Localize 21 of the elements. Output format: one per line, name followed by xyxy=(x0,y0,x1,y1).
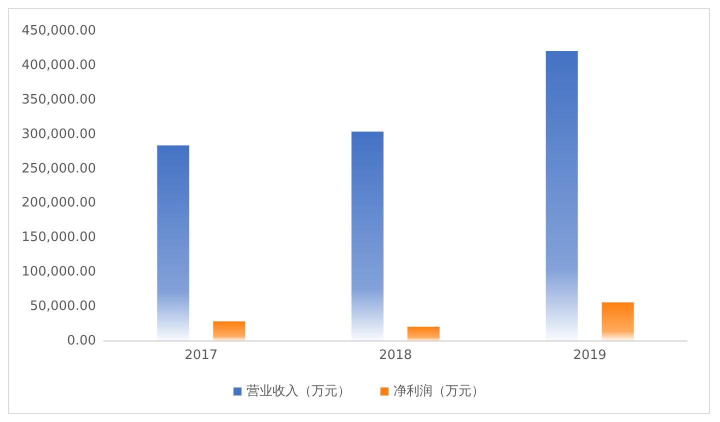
y-tick-label: 300,000.00 xyxy=(22,126,96,142)
y-tick-label: 100,000.00 xyxy=(22,264,96,280)
x-tick-label: 2017 xyxy=(184,348,218,363)
y-tick-label: 200,000.00 xyxy=(22,196,96,211)
y-tick-label: 150,000.00 xyxy=(22,230,96,246)
bar xyxy=(408,326,440,341)
bar xyxy=(602,302,634,341)
y-tick-label: 450,000.00 xyxy=(22,24,96,38)
bar xyxy=(213,321,246,341)
x-tick-label: 2018 xyxy=(378,348,412,363)
legend-label: 营业收入（万元） xyxy=(246,384,350,399)
y-tick-label: 0.00 xyxy=(67,334,96,348)
bar xyxy=(157,145,190,341)
y-tick-label: 350,000.00 xyxy=(22,92,96,108)
y-tick-label: 400,000.00 xyxy=(22,58,96,73)
legend-label: 净利润（万元） xyxy=(394,384,484,399)
y-tick-label: 250,000.00 xyxy=(22,161,96,176)
bar xyxy=(546,50,578,341)
bar xyxy=(352,132,384,341)
x-tick-label: 2019 xyxy=(573,348,606,363)
y-tick-label: 50,000.00 xyxy=(30,299,96,314)
